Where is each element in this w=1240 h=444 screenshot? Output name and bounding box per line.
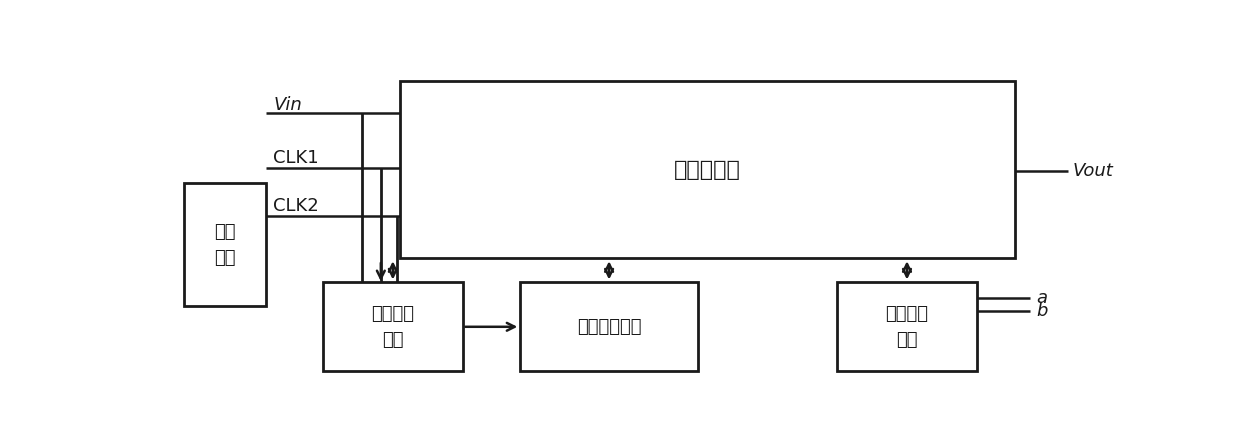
Text: 时钟
电路: 时钟 电路: [215, 222, 236, 267]
Text: Vin: Vin: [273, 95, 303, 114]
Text: CLK1: CLK1: [273, 149, 319, 167]
Text: 时钟增压
电路: 时钟增压 电路: [371, 305, 414, 349]
Bar: [184, 183, 265, 306]
Bar: [401, 81, 1016, 258]
Text: CLK2: CLK2: [273, 197, 319, 215]
Bar: [324, 282, 463, 371]
Bar: [837, 282, 977, 371]
Text: 逻辑控制
模块: 逻辑控制 模块: [885, 305, 929, 349]
Bar: [521, 282, 698, 371]
Text: b: b: [1037, 302, 1048, 321]
Text: a: a: [1037, 289, 1048, 307]
Text: 功率级电路: 功率级电路: [675, 159, 742, 179]
Text: 电平转换器链: 电平转换器链: [577, 318, 641, 336]
Text: Vout: Vout: [1073, 162, 1114, 180]
